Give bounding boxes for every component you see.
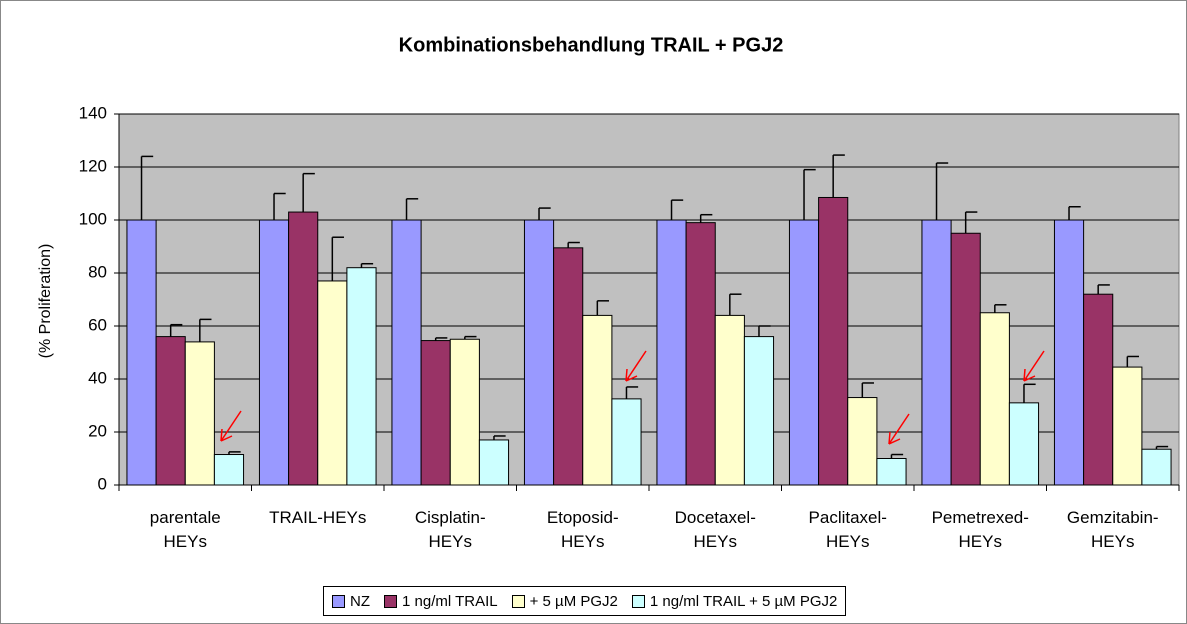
x-tick-label: parentale HEYs (149, 508, 221, 551)
annotation-arrowhead (1023, 368, 1036, 382)
bar (818, 196, 849, 486)
legend-item: NZ (332, 593, 370, 610)
bar (391, 219, 422, 486)
annotation-arrow (625, 350, 647, 382)
bar (1112, 366, 1143, 486)
bar (582, 314, 613, 486)
x-tick-label: Etoposid-HEYs (546, 508, 619, 551)
bar (523, 219, 555, 486)
legend-label: NZ (350, 592, 370, 610)
bar (1053, 219, 1085, 486)
bar (847, 397, 878, 486)
annotation-arrowhead (625, 368, 638, 382)
bar (656, 219, 687, 486)
bar (921, 219, 952, 486)
bar (317, 280, 348, 486)
x-tick-label: TRAIL-HEYs (269, 508, 367, 527)
legend-item: + 5 µM PGJ2 (511, 592, 618, 610)
y-tick-label: 100 (79, 209, 107, 228)
bar (553, 247, 584, 486)
legend-swatch (511, 594, 525, 608)
y-tick-label: 0 (98, 474, 107, 493)
chart-title: Kombinationsbehandlung TRAIL + PGJ2 (399, 34, 784, 56)
bar (288, 211, 319, 486)
legend-label: 1 ng/ml TRAIL (402, 592, 498, 610)
legend-swatch (384, 594, 397, 608)
x-tick-label: Cisplatin-HEYs (414, 508, 486, 551)
bar (213, 454, 245, 486)
bar (979, 312, 1010, 486)
x-tick-label: Paclitaxel-HEYs (808, 508, 887, 551)
y-axis-label: (% Proliferation) (37, 244, 54, 359)
legend-item: 1 ng/ml TRAIL (384, 593, 498, 610)
x-tick-label: Gemzitabin-HEYs (1066, 508, 1159, 551)
annotation-arrow (888, 413, 910, 445)
legend-swatch (332, 594, 345, 608)
y-tick-label: 20 (88, 421, 107, 440)
bar (184, 341, 215, 486)
y-tick-label: 40 (88, 368, 107, 387)
bar (126, 219, 157, 486)
bar (478, 439, 510, 486)
legend-swatch (631, 594, 645, 608)
bar (685, 222, 716, 486)
bar (788, 219, 820, 486)
bar (1083, 293, 1114, 486)
annotation-arrowhead (888, 431, 901, 445)
bar (346, 267, 377, 486)
bar (611, 398, 642, 486)
x-tick-label: Pemetrexed-HEYs (931, 508, 1029, 551)
y-tick-label: 80 (88, 262, 107, 281)
annotation-arrow (1023, 350, 1045, 382)
bar (1141, 448, 1172, 486)
bar (714, 314, 745, 486)
bar (258, 219, 290, 486)
bar (449, 338, 480, 486)
legend: NZ 1 ng/ml TRAIL + 5 µM PGJ2 1 ng/ml TRAIL … (323, 586, 847, 616)
y-tick-label: 60 (88, 315, 107, 334)
legend-item: 1 ng/ml TRAIL + 5 µM PGJ2 (631, 592, 838, 610)
annotation-arrow (220, 410, 242, 442)
bar (155, 336, 186, 486)
x-tick-label: Docetaxel-HEYs (674, 508, 756, 551)
bar (1008, 402, 1040, 486)
annotation-arrowhead (220, 428, 233, 442)
bar (743, 336, 775, 486)
y-tick-label: 120 (79, 156, 107, 175)
legend-label: + 5 µM PGJ2 (529, 592, 618, 610)
bar (876, 458, 907, 486)
bar (950, 232, 981, 486)
legend-label: 1 ng/ml TRAIL + 5 µM PGJ2 (649, 592, 838, 610)
y-tick-label: 140 (79, 103, 107, 122)
bar (420, 340, 451, 486)
